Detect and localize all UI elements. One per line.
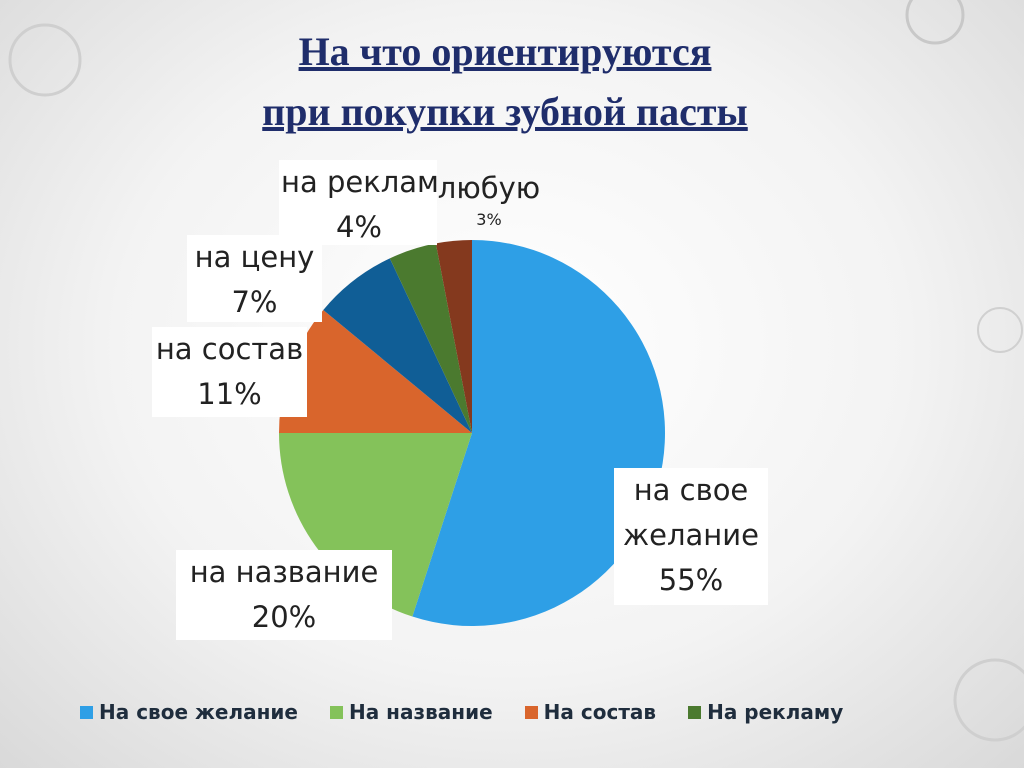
legend-swatch <box>688 705 702 719</box>
data-label: на реклам 4% <box>279 160 437 245</box>
legend-swatch <box>80 705 93 719</box>
legend-label: На название <box>348 700 493 724</box>
label-name: на состав <box>155 332 304 366</box>
label-value: 4% <box>335 210 382 244</box>
legend-swatch <box>524 705 538 719</box>
data-label: на название 20% <box>176 550 392 640</box>
pie-slice <box>323 258 472 433</box>
legend-label: На состав <box>543 700 657 724</box>
legend-item: На свое желание <box>80 700 298 724</box>
legend: На свое желание На название На состав На ре… <box>80 700 875 724</box>
legend-label: На рекламу <box>707 700 844 724</box>
pie-slice <box>389 243 472 433</box>
pie-slice <box>279 309 472 433</box>
legend-item: На состав <box>524 700 657 724</box>
data-label: на состав 11% <box>152 327 307 417</box>
title-line: На что ориентируются <box>298 29 712 74</box>
legend-item: На рекламу <box>688 700 843 724</box>
title-line: при покупки зубной пасты <box>262 89 748 134</box>
legend-label: На свое желание <box>99 700 298 724</box>
legend-swatch <box>329 705 343 719</box>
label-value: 20% <box>251 600 317 634</box>
label-name: на цену <box>194 240 315 274</box>
label-value: 55% <box>658 563 724 597</box>
label-value: 3% <box>476 210 502 229</box>
label-value: 7% <box>231 285 278 319</box>
label-name: на реклам <box>281 165 437 199</box>
pie-slice <box>279 433 472 617</box>
label-name: на название <box>189 555 379 589</box>
title: На что ориентируются при покупки зубной … <box>0 22 1010 142</box>
label-name: на свое желание <box>623 473 759 552</box>
label-value: 11% <box>197 377 262 411</box>
data-label: любую 3% <box>430 168 548 238</box>
legend-item: На название <box>329 700 493 724</box>
data-label: на свое желание 55% <box>614 468 768 605</box>
label-name: любую <box>437 171 541 205</box>
pie-slice <box>435 240 472 433</box>
data-label: на цену 7% <box>187 235 322 322</box>
pie-slice <box>412 240 666 626</box>
